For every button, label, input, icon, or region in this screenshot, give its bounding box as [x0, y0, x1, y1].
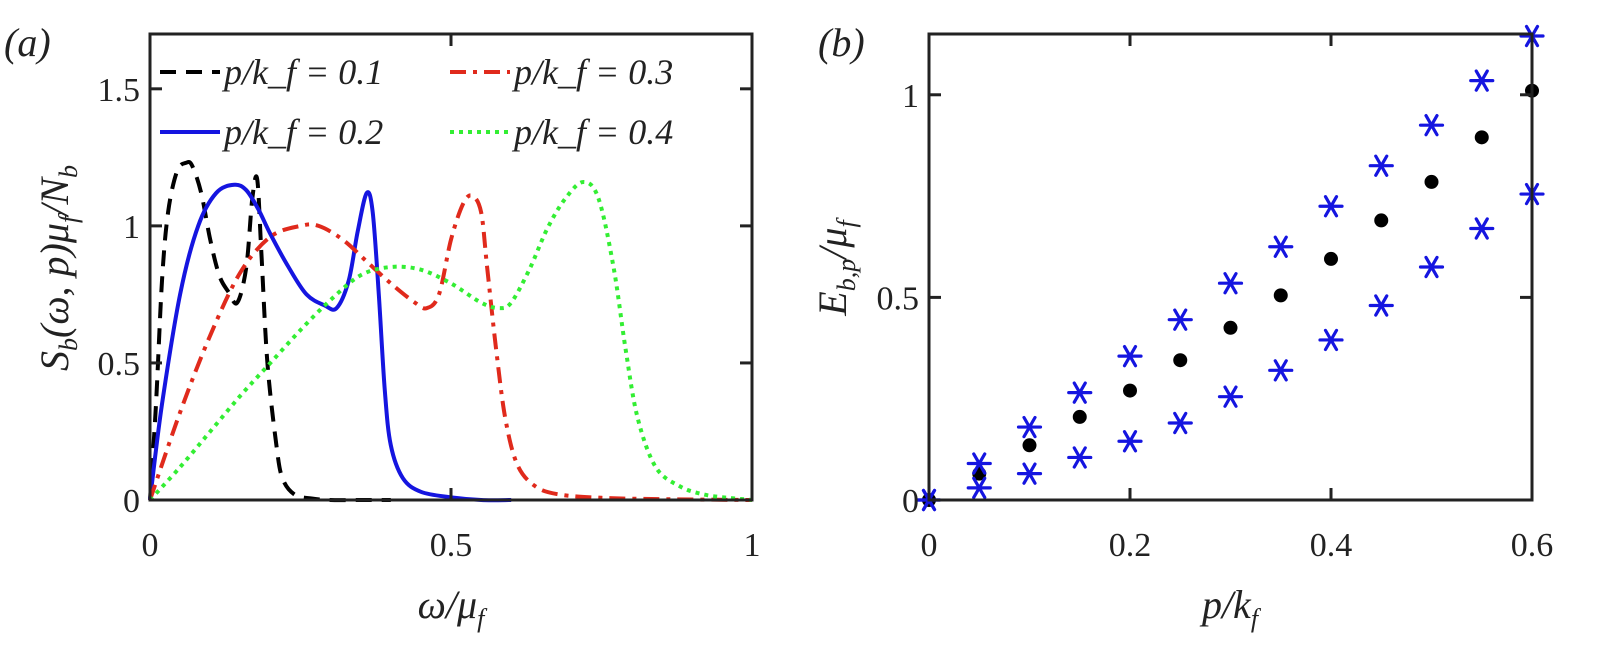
- x-tick-label: 1: [744, 527, 761, 564]
- scatter-star: [1217, 385, 1244, 408]
- scatter-star: [1418, 114, 1445, 137]
- series-line-3: [148, 193, 753, 502]
- panel-a-series: [148, 159, 753, 503]
- panel-a: 0 0.5 1 0 0.5 1 1.5 (a) ω/μf Sb(ω, p)μf/Nb p/k…: [4, 20, 761, 633]
- scatter-star: [1117, 430, 1143, 453]
- panel-a-legend: p/k_f = 0.1 p/k_f = 0.2 p/k_f = 0.3 p/k_f =…: [160, 52, 673, 152]
- panel-b-ticks: [927, 34, 1534, 502]
- scatter-star: [1016, 462, 1043, 485]
- svg-text:p/kf: p/kf: [1199, 582, 1262, 633]
- scatter-star: [1167, 411, 1193, 435]
- scatter-star: [1418, 255, 1445, 279]
- series-line-2: [148, 182, 512, 503]
- panel-b-frame: [927, 32, 1534, 502]
- panel-a-frame: [148, 32, 754, 502]
- scatter-star: [1117, 344, 1143, 368]
- scatter-star: [1268, 359, 1294, 382]
- scatter-star: [1318, 195, 1344, 218]
- panel-a-y-axis-label: Sb(ω, p)μf/Nb: [32, 165, 83, 371]
- scatter-dot: [1424, 174, 1439, 189]
- panel-b-y-axis-label: Eb,p/μf: [810, 217, 861, 317]
- svg-text:ω/μf: ω/μf: [418, 582, 488, 633]
- x-tick-label: 0: [142, 527, 159, 564]
- scatter-star: [1016, 415, 1043, 439]
- scatter-dot: [1072, 409, 1087, 424]
- panel-b-label: (b): [818, 20, 865, 65]
- scatter-star: [1318, 328, 1344, 352]
- x-tick-label: 0.6: [1511, 527, 1554, 564]
- scatter-star: [966, 452, 992, 475]
- scatter-dot: [1123, 383, 1137, 398]
- panel-a-x-axis-label: ω/μf: [418, 582, 488, 633]
- scatter-star: [1368, 154, 1394, 177]
- y-tick-label: 0.5: [877, 280, 920, 317]
- legend-label-2: p/k_f = 0.2: [221, 112, 383, 152]
- series-line-1: [148, 159, 391, 503]
- x-tick-label: 0.4: [1310, 527, 1353, 564]
- scatter-star: [1469, 69, 1495, 92]
- x-tick-label: 0: [921, 527, 938, 564]
- svg-text:Sb(ω, p)μf/Nb: Sb(ω, p)μf/Nb: [32, 165, 83, 371]
- y-tick-label: 0: [123, 483, 140, 520]
- scatter-dot: [1324, 251, 1338, 266]
- scatter-star: [1167, 308, 1193, 331]
- scatter-star: [1368, 294, 1394, 317]
- y-tick-label: 1: [902, 78, 919, 115]
- scatter-dot: [1474, 130, 1489, 145]
- svg-text:Eb,p/μf: Eb,p/μf: [810, 217, 861, 317]
- scatter-star: [1067, 446, 1093, 469]
- scatter-dot: [1022, 438, 1037, 453]
- scatter-dot: [1374, 213, 1389, 228]
- legend-label-1: p/k_f = 0.1: [221, 52, 383, 92]
- scatter-star: [1067, 381, 1093, 404]
- panel-b: 0 0.2 0.4 0.6 0 0.5 1 (b) p/kf Eb,p/μf: [810, 20, 1553, 633]
- scatter-dot: [1273, 288, 1288, 303]
- y-tick-label: 1.5: [98, 72, 141, 109]
- panel-a-tick-labels: 0 0.5 1 0 0.5 1 1.5: [98, 72, 761, 564]
- panel-a-ticks: [148, 34, 754, 502]
- x-tick-label: 0.2: [1109, 527, 1152, 564]
- y-tick-label: 0.5: [98, 346, 141, 383]
- series-line-4: [148, 180, 753, 502]
- panel-b-tick-labels: 0 0.2 0.4 0.6 0 0.5 1: [877, 78, 1554, 564]
- scatter-star: [1469, 217, 1495, 240]
- scatter-dot: [1223, 320, 1238, 335]
- panel-b-points: [916, 24, 1545, 512]
- panel-b-x-axis-label: p/kf: [1199, 582, 1262, 633]
- legend-label-4: p/k_f = 0.4: [511, 112, 673, 152]
- y-tick-label: 0: [902, 483, 919, 520]
- scatter-star: [1268, 235, 1294, 258]
- scatter-dot: [1173, 353, 1188, 368]
- x-tick-label: 0.5: [430, 527, 473, 564]
- panel-a-label: (a): [4, 20, 51, 65]
- scatter-star: [966, 476, 992, 500]
- y-tick-label: 1: [123, 209, 140, 246]
- scatter-star: [1217, 272, 1244, 295]
- legend-label-3: p/k_f = 0.3: [511, 52, 673, 92]
